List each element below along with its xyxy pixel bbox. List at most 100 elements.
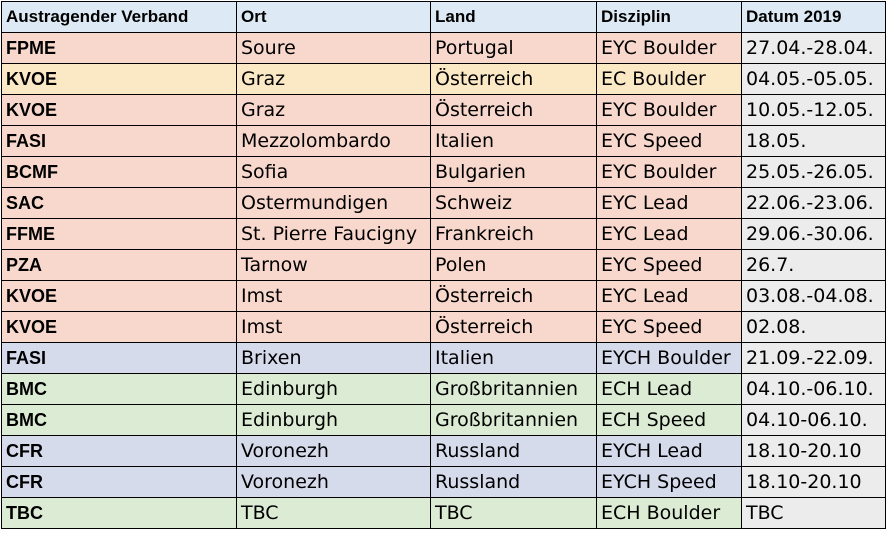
table-row: FPME Soure Portugal EYC Boulder 27.04.-28.04… — [1, 32, 886, 64]
cell-datum: 21.09.-22.09. — [741, 342, 886, 374]
table-row: FASI Mezzolombardo Italien EYC Speed 18.05. — [1, 125, 886, 157]
cell-disziplin: ECH Lead — [596, 373, 742, 405]
cell-land: Italien — [430, 125, 597, 157]
cell-ort: Imst — [236, 280, 431, 312]
cell-datum: 25.05.-26.05. — [741, 156, 886, 188]
cell-datum: 02.08. — [741, 311, 886, 343]
table-row: CFR Voronezh Russland EYCH Speed 18.10-20.10 — [1, 466, 886, 498]
cell-disziplin: EYC Lead — [596, 280, 742, 312]
cell-land: Portugal — [430, 32, 597, 64]
cell-datum: 29.06.-30.06. — [741, 218, 886, 250]
cell-land: Italien — [430, 342, 597, 374]
table-row: BMC Edinburgh Großbritannien ECH Lead 04.10.… — [1, 373, 886, 405]
cell-verband: CFR — [1, 466, 237, 498]
cell-ort: Graz — [236, 94, 431, 126]
cell-land: Österreich — [430, 94, 597, 126]
cell-ort: Graz — [236, 63, 431, 95]
cell-verband: BMC — [1, 373, 237, 405]
cell-ort: Brixen — [236, 342, 431, 374]
cell-verband: TBC — [1, 497, 237, 529]
cell-ort: St. Pierre Faucigny — [236, 218, 431, 250]
cell-disziplin: ECH Speed — [596, 404, 742, 436]
cell-ort: Voronezh — [236, 466, 431, 498]
cell-verband: BCMF — [1, 156, 237, 188]
cell-datum: 10.05.-12.05. — [741, 94, 886, 126]
cell-land: Polen — [430, 249, 597, 281]
cell-ort: Imst — [236, 311, 431, 343]
cell-ort: TBC — [236, 497, 431, 529]
cell-datum: 04.10-06.10. — [741, 404, 886, 436]
cell-land: Großbritannien — [430, 404, 597, 436]
cell-datum: 27.04.-28.04. — [741, 32, 886, 64]
header-verband: Austragender Verband — [1, 1, 237, 33]
cell-land: TBC — [430, 497, 597, 529]
cell-ort: Ostermundigen — [236, 187, 431, 219]
cell-datum: 22.06.-23.06. — [741, 187, 886, 219]
cell-verband: CFR — [1, 435, 237, 467]
cell-land: Großbritannien — [430, 373, 597, 405]
cell-ort: Edinburgh — [236, 404, 431, 436]
competition-table: Austragender Verband Ort Land Disziplin … — [1, 1, 886, 529]
header-land: Land — [430, 1, 597, 33]
table-row: KVOE Graz Österreich EYC Boulder 10.05.-12.0… — [1, 94, 886, 126]
cell-ort: Mezzolombardo — [236, 125, 431, 157]
header-datum: Datum 2019 — [741, 1, 886, 33]
cell-verband: BMC — [1, 404, 237, 436]
cell-disziplin: EYC Lead — [596, 187, 742, 219]
cell-land: Russland — [430, 466, 597, 498]
cell-verband: FFME — [1, 218, 237, 250]
cell-datum: TBC — [741, 497, 886, 529]
cell-disziplin: EC Boulder — [596, 63, 742, 95]
table-row: FFME St. Pierre Faucigny Frankreich EYC Lea… — [1, 218, 886, 250]
cell-land: Bulgarien — [430, 156, 597, 188]
cell-verband: FASI — [1, 125, 237, 157]
cell-verband: KVOE — [1, 280, 237, 312]
cell-datum: 26.7. — [741, 249, 886, 281]
table-body: FPME Soure Portugal EYC Boulder 27.04.-28.04… — [1, 32, 886, 529]
cell-disziplin: EYC Lead — [596, 218, 742, 250]
cell-ort: Soure — [236, 32, 431, 64]
cell-land: Österreich — [430, 280, 597, 312]
cell-land: Frankreich — [430, 218, 597, 250]
cell-ort: Voronezh — [236, 435, 431, 467]
table-header: Austragender Verband Ort Land Disziplin … — [1, 1, 886, 33]
cell-disziplin: EYC Speed — [596, 249, 742, 281]
cell-ort: Sofia — [236, 156, 431, 188]
cell-disziplin: EYCH Boulder — [596, 342, 742, 374]
table-row: PZA Tarnow Polen EYC Speed 26.7. — [1, 249, 886, 281]
cell-ort: Tarnow — [236, 249, 431, 281]
header-disziplin: Disziplin — [596, 1, 742, 33]
table-row: CFR Voronezh Russland EYCH Lead 18.10-20.10 — [1, 435, 886, 467]
cell-ort: Edinburgh — [236, 373, 431, 405]
cell-datum: 18.10-20.10 — [741, 466, 886, 498]
cell-datum: 04.05.-05.05. — [741, 63, 886, 95]
cell-land: Schweiz — [430, 187, 597, 219]
table-row: KVOE Imst Österreich EYC Lead 03.08.-04.08. — [1, 280, 886, 312]
cell-disziplin: EYC Boulder — [596, 94, 742, 126]
cell-verband: KVOE — [1, 311, 237, 343]
cell-land: Russland — [430, 435, 597, 467]
cell-verband: SAC — [1, 187, 237, 219]
cell-land: Österreich — [430, 311, 597, 343]
table-row: KVOE Graz Österreich EC Boulder 04.05.-05.05… — [1, 63, 886, 95]
cell-datum: 03.08.-04.08. — [741, 280, 886, 312]
table-row: BMC Edinburgh Großbritannien ECH Speed 04.10… — [1, 404, 886, 436]
cell-verband: KVOE — [1, 63, 237, 95]
cell-disziplin: EYC Boulder — [596, 32, 742, 64]
cell-disziplin: EYC Boulder — [596, 156, 742, 188]
table-row: KVOE Imst Österreich EYC Speed 02.08. — [1, 311, 886, 343]
header-row: Austragender Verband Ort Land Disziplin … — [1, 1, 886, 33]
cell-land: Österreich — [430, 63, 597, 95]
cell-verband: PZA — [1, 249, 237, 281]
cell-disziplin: EYCH Lead — [596, 435, 742, 467]
cell-datum: 18.05. — [741, 125, 886, 157]
cell-verband: FPME — [1, 32, 237, 64]
cell-datum: 18.10-20.10 — [741, 435, 886, 467]
cell-verband: FASI — [1, 342, 237, 374]
cell-verband: KVOE — [1, 94, 237, 126]
cell-datum: 04.10.-06.10. — [741, 373, 886, 405]
table-row: SAC Ostermundigen Schweiz EYC Lead 22.06.-23… — [1, 187, 886, 219]
header-ort: Ort — [236, 1, 431, 33]
cell-disziplin: EYC Speed — [596, 125, 742, 157]
table-row: FASI Brixen Italien EYCH Boulder 21.09.-22.0… — [1, 342, 886, 374]
